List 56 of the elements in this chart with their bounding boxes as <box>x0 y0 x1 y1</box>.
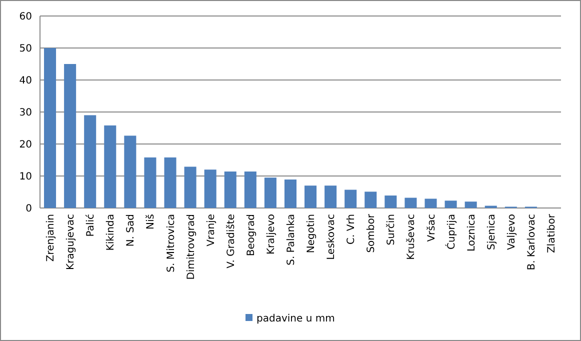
x-tick-label: Vršac <box>426 214 438 242</box>
bar <box>244 172 256 208</box>
bar <box>384 196 397 208</box>
x-tick-label: Palić <box>86 214 97 237</box>
x-tick-label: Loznica <box>466 214 478 252</box>
x-tick-label: Dimitrovgrad <box>186 214 197 280</box>
x-tick-label: Kikinda <box>106 214 117 251</box>
bar <box>424 198 437 208</box>
x-tick-label: B. Karlovac <box>526 214 538 270</box>
bar <box>164 157 176 208</box>
bar <box>84 115 96 208</box>
y-tick-label: 40 <box>19 76 32 86</box>
bar <box>264 178 276 208</box>
x-tick-label: Sombor <box>366 213 378 253</box>
bar <box>104 125 116 208</box>
bar <box>324 186 337 208</box>
x-tick-label: V. Gradište <box>226 214 237 268</box>
x-tick-label: Surčin <box>386 214 398 246</box>
x-tick-label: Sjenica <box>486 214 498 250</box>
x-tick-label: Beograd <box>246 214 257 256</box>
bar <box>344 190 357 208</box>
x-tick-label: Leskovac <box>326 214 338 260</box>
x-tick-label: Zlatibor <box>546 213 558 254</box>
x-tick-label: Kragujevac <box>66 214 77 270</box>
bar <box>304 186 317 208</box>
y-tick-label: 50 <box>19 44 32 54</box>
x-tick-label: Vranje <box>206 214 217 246</box>
bar <box>124 136 136 208</box>
x-tick-label: Kraljevo <box>266 214 277 255</box>
bar <box>284 180 296 208</box>
x-tick-label: Zrenjanin <box>46 214 57 262</box>
x-tick-label: Kruševac <box>406 214 418 260</box>
bar <box>184 166 196 208</box>
bar <box>464 202 477 208</box>
x-tick-label: Valjevo <box>506 214 518 250</box>
x-tick-label: Negotin <box>306 214 318 254</box>
bar <box>64 64 76 208</box>
bar <box>404 198 417 208</box>
x-tick-label: C. Vrh <box>346 214 358 244</box>
legend-label: padavine u mm <box>256 314 335 324</box>
x-tick-label: S. Palanka <box>286 214 297 266</box>
x-tick-label: Ćuprija <box>444 214 458 250</box>
y-tick-label: 30 <box>19 108 32 118</box>
y-tick-label: 0 <box>26 204 32 214</box>
bar <box>364 192 377 208</box>
x-tick-label: Niš <box>146 214 157 230</box>
y-tick-label: 20 <box>19 140 32 150</box>
bar <box>224 172 236 208</box>
y-tick-label: 60 <box>19 12 32 22</box>
bar <box>144 157 156 208</box>
x-tick-label: N. Sad <box>126 214 137 247</box>
bar <box>204 170 216 208</box>
bar <box>44 48 56 208</box>
x-tick-label: S. Mitrovica <box>166 214 177 272</box>
bar <box>444 200 457 208</box>
y-tick-label: 10 <box>19 172 32 182</box>
